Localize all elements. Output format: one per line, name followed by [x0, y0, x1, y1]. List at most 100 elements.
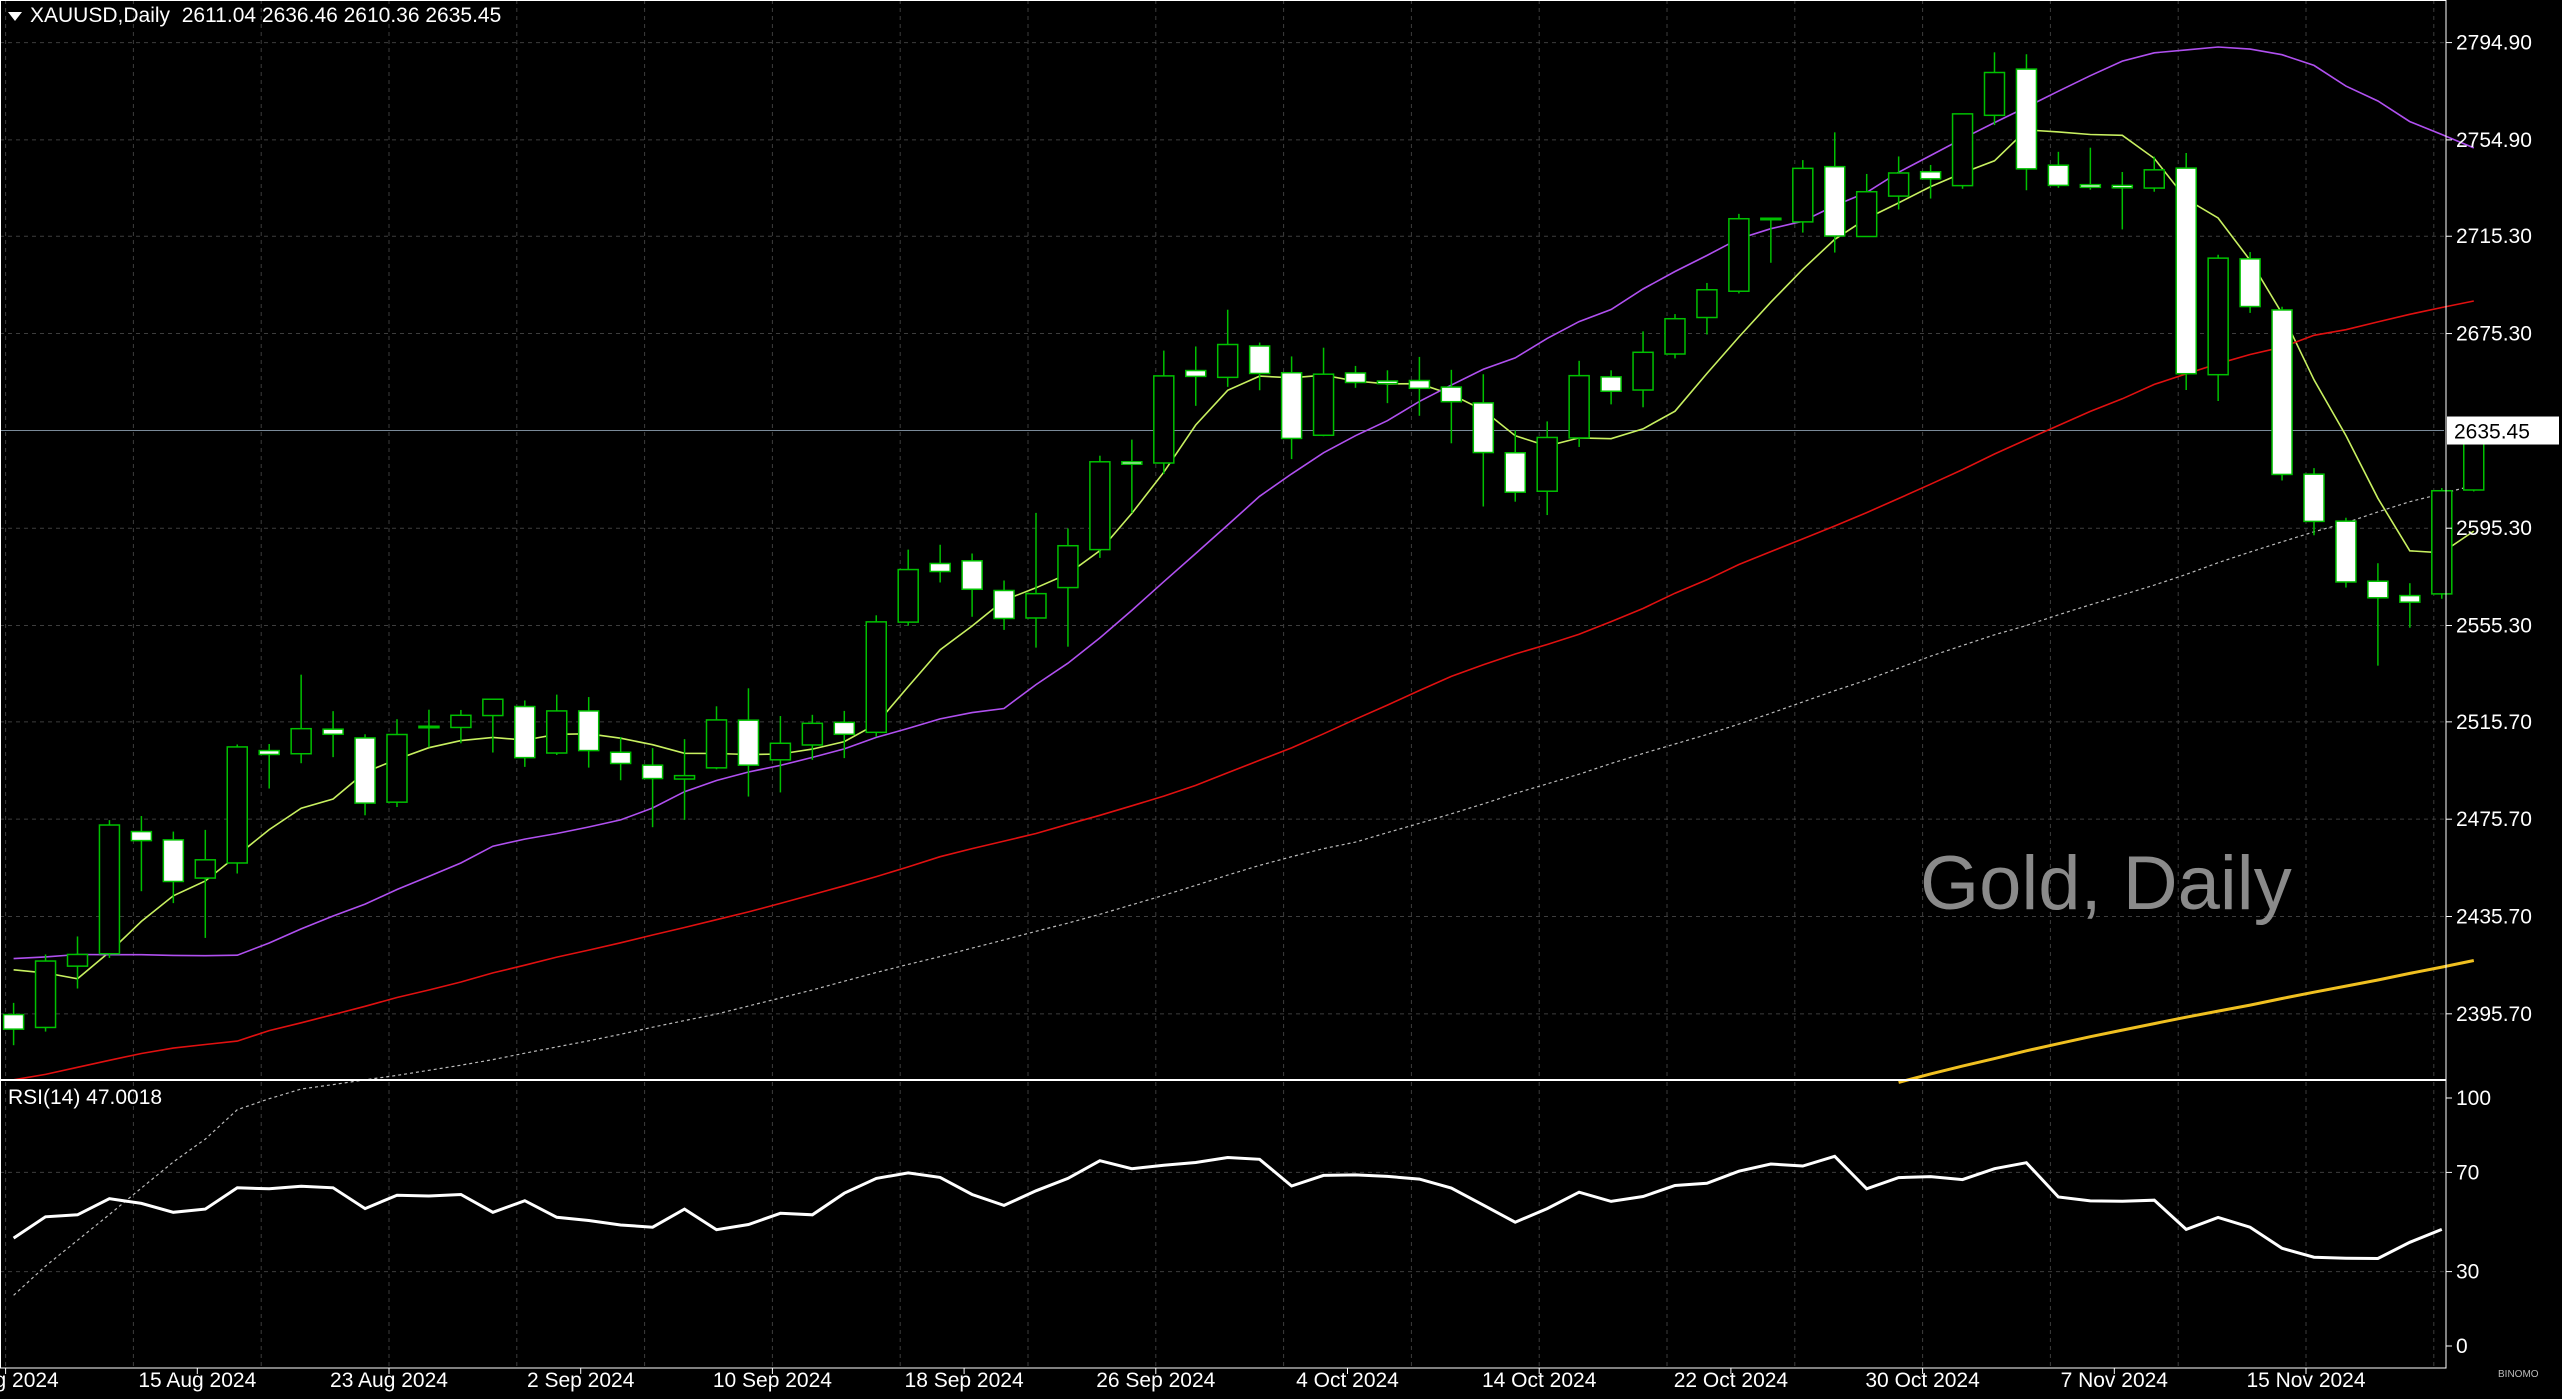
- date-axis-label: 10 Sep 2024: [713, 1369, 832, 1392]
- candle-bear: [1824, 165, 1846, 237]
- current-price-box: [2447, 416, 2559, 445]
- candle-bear: [2079, 183, 2102, 189]
- candle-bull: [673, 774, 696, 780]
- candle-bull: [226, 746, 248, 864]
- candle-bear: [2271, 309, 2293, 476]
- candle-bull: [705, 719, 728, 769]
- candle-bear: [1248, 345, 1271, 375]
- candle-bear: [1919, 171, 1942, 180]
- candle-bull: [386, 733, 408, 803]
- candle-bear: [1472, 402, 1495, 454]
- candle-bear: [514, 705, 536, 759]
- candle-bear: [2175, 167, 2197, 375]
- price-axis-label: 2515.70: [2456, 711, 2532, 734]
- ohlc-values: 2611.04 2636.46 2610.36 2635.45: [181, 4, 502, 27]
- candle-bull: [1855, 190, 1878, 238]
- chart-grid: [0, 0, 2444, 1368]
- candle-bear: [641, 764, 664, 780]
- date-axis-label: 7 Aug 2024: [0, 1369, 59, 1392]
- candle-bull: [1696, 289, 1718, 319]
- candle-bear: [1408, 379, 1431, 390]
- date-axis-label: 22 Oct 2024: [1674, 1369, 1789, 1392]
- candle-bull: [482, 698, 504, 717]
- candle-bull: [1312, 373, 1335, 437]
- candle-bear: [609, 751, 632, 765]
- price-axis-label: 2675.30: [2456, 323, 2532, 346]
- rsi-axis-label: 70: [2456, 1161, 2479, 1184]
- candle-bull: [1089, 461, 1111, 551]
- price-axis-label: 2475.70: [2456, 808, 2532, 831]
- candle-bull: [1664, 317, 1686, 355]
- candle-bear: [1185, 369, 1207, 378]
- candle-bull: [194, 859, 217, 879]
- candle-bear: [1760, 217, 1782, 221]
- candle-bear: [2111, 184, 2134, 189]
- candle-bear: [833, 721, 856, 736]
- candle-bull: [801, 722, 824, 746]
- candle-bull: [2143, 169, 2165, 189]
- candle-bear: [1344, 372, 1367, 384]
- candle-bear: [1376, 380, 1399, 385]
- rsi-panel: [12, 1154, 2443, 1261]
- candle-bull: [1728, 217, 1750, 292]
- candle-bear: [2303, 473, 2325, 523]
- candle-bull: [1153, 375, 1175, 464]
- watermark: Gold, Daily: [1920, 841, 2292, 926]
- candle-bear: [258, 749, 280, 756]
- price-axis-label: 2395.70: [2456, 1003, 2532, 1026]
- candle-bull: [66, 953, 89, 967]
- candle-bear: [418, 725, 440, 729]
- candle-bull: [546, 710, 568, 754]
- candle-bull: [897, 568, 919, 623]
- price-axis-label: 2715.30: [2456, 225, 2532, 248]
- candle-bull: [1025, 592, 1047, 619]
- candle-bull: [769, 742, 792, 761]
- candle-bear: [1280, 371, 1303, 440]
- price-axis-label: 2595.30: [2456, 517, 2532, 540]
- candle-bull: [34, 960, 57, 1029]
- price-axis-label: 2435.70: [2456, 906, 2532, 929]
- date-axis-label: 4 Oct 2024: [1296, 1369, 1399, 1392]
- date-axis-label: 23 Aug 2024: [330, 1369, 448, 1392]
- ma_fast-line: [13, 129, 2475, 980]
- candle-bear: [130, 830, 153, 842]
- candle-bear: [2047, 164, 2070, 187]
- candle-bear: [2399, 594, 2421, 603]
- date-axis-label: 18 Sep 2024: [905, 1369, 1024, 1392]
- rsi-label: RSI(14) 47.0018: [8, 1086, 163, 1109]
- candle-bear: [1600, 376, 1622, 392]
- chart-frame: [0, 0, 2447, 1369]
- candle-bear: [1440, 386, 1463, 403]
- candle-bear: [737, 719, 760, 766]
- chart-header[interactable]: XAUUSD,Daily 2611.04 2636.46 2610.36 263…: [8, 4, 501, 28]
- candle-bull: [290, 727, 312, 755]
- candle-bull: [1887, 172, 1910, 197]
- date-axis-label: 15 Nov 2024: [2246, 1369, 2365, 1392]
- candle-bull: [1983, 71, 2006, 117]
- candle-bear: [322, 728, 344, 736]
- ma_mid-line: [13, 46, 2475, 960]
- candle-bull: [2207, 257, 2229, 376]
- candle-bear: [2367, 580, 2389, 599]
- ma_long-line: [13, 484, 2474, 1296]
- dropdown-triangle-icon[interactable]: [8, 11, 22, 21]
- candle-bull: [865, 621, 887, 734]
- candle-bear: [1121, 461, 1143, 465]
- candle-bear: [961, 560, 983, 591]
- candles: [2, 52, 2485, 1046]
- ma_200-line: [1898, 959, 2475, 1084]
- symbol-label: XAUUSD,Daily: [30, 4, 171, 27]
- price-axis-label: 2754.90: [2456, 129, 2532, 152]
- candle-bear: [354, 737, 376, 804]
- rsi-axis-label: 0: [2456, 1335, 2468, 1358]
- candle-bear: [577, 710, 600, 752]
- candle-bear: [162, 839, 185, 883]
- moving-averages: [13, 46, 2475, 1296]
- candle-bear: [1504, 452, 1526, 493]
- candle-bull: [2431, 489, 2453, 595]
- date-axis-label: 7 Nov 2024: [2061, 1369, 2169, 1392]
- rsi-axis-label: 100: [2456, 1087, 2491, 1110]
- candle-bull: [450, 714, 472, 729]
